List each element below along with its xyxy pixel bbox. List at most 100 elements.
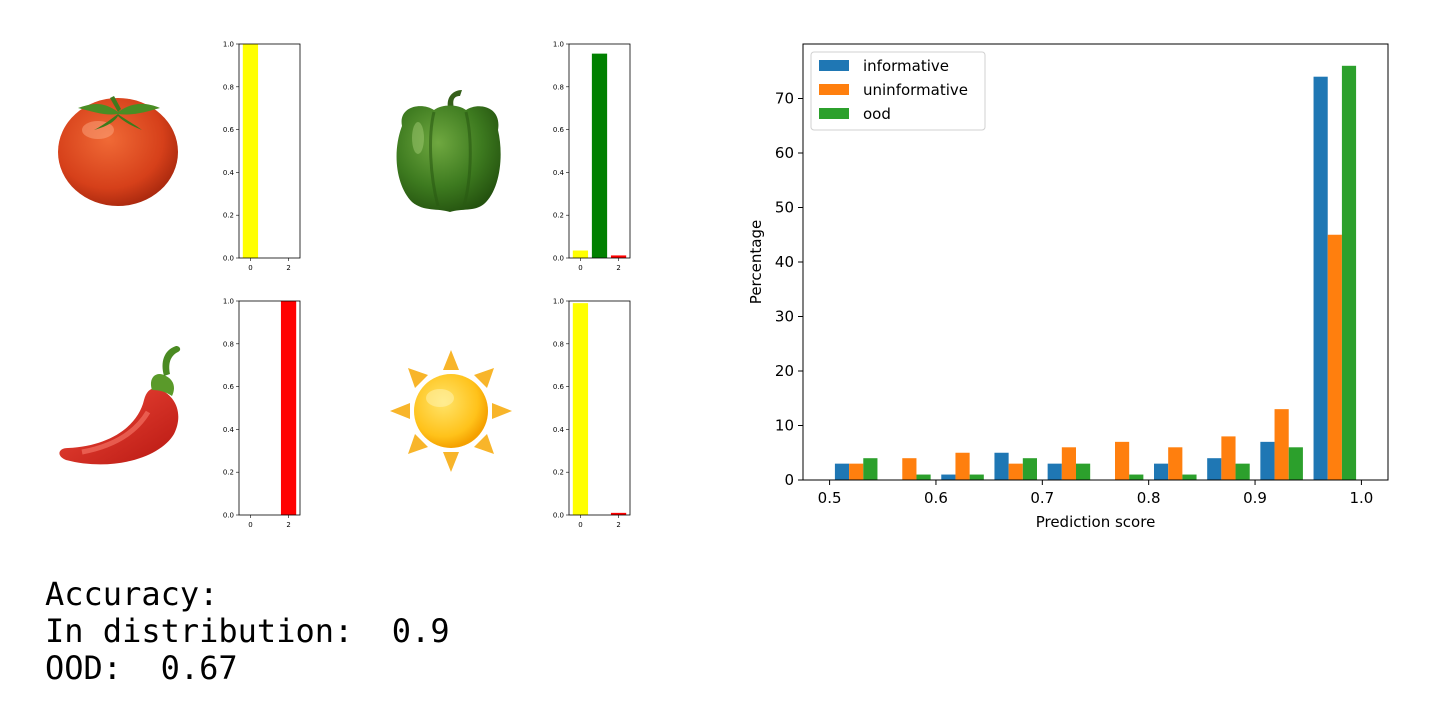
in-distribution-value: 0.9: [391, 612, 450, 650]
y-tick-label: 0.0: [553, 255, 564, 263]
bar-uninformative-bin-1: [902, 458, 917, 480]
bar-informative-bin-9: [1313, 76, 1328, 480]
y-tick-label: 1.0: [553, 41, 564, 49]
bar-class-2: [610, 512, 627, 515]
bar-ood-bin-1: [916, 474, 931, 480]
legend-swatch-ood: [819, 108, 849, 119]
y-tick-label: 20: [775, 362, 794, 380]
legend-box: [810, 51, 986, 131]
ood-label: OOD:: [45, 649, 123, 687]
bar-class-2: [280, 301, 297, 515]
y-tick-label: 0.4: [223, 169, 235, 177]
y-tick-label: 60: [775, 144, 794, 162]
bar-ood-bin-0: [863, 458, 878, 480]
x-tick-label: 0: [248, 521, 252, 529]
x-tick-label: 1.0: [1349, 489, 1373, 507]
plot-frame: [238, 43, 301, 259]
bar-informative-bin-7: [1207, 458, 1222, 480]
bar-class-2: [610, 255, 627, 258]
y-tick-label: 1.0: [223, 41, 234, 49]
y-tick-label: 0.2: [553, 469, 564, 477]
x-tick-label: 2: [616, 521, 620, 529]
bar-uninformative-bin-2: [955, 452, 970, 480]
y-tick-label: 40: [775, 253, 794, 271]
bar-ood-bin-7: [1235, 463, 1250, 480]
y-tick-label: 30: [775, 308, 794, 326]
legend-label-informative: informative: [863, 57, 949, 75]
bar-ood-bin-9: [1341, 65, 1357, 481]
y-axis-label: Percentage: [747, 220, 765, 304]
pepper-prediction-bar-chart: 0.0 0.2 0.4 0.6 0.8 1.0 0 2: [553, 41, 631, 272]
y-tick-label: 0.6: [553, 383, 565, 391]
bar-ood-bin-5: [1129, 474, 1144, 480]
bar-class-0: [242, 44, 259, 258]
y-tick-label: 0.6: [223, 383, 235, 391]
legend-label-ood: ood: [863, 105, 891, 123]
bar-informative-bin-3: [994, 452, 1009, 480]
y-tick-label: 0.0: [223, 255, 234, 263]
y-tick-label: 0.2: [223, 469, 234, 477]
plot-frame: [568, 43, 631, 259]
bar-ood-bin-6: [1182, 474, 1197, 480]
bar-uninformative-bin-8: [1274, 409, 1289, 480]
chili-prediction-bar-chart: 0.0 0.2 0.4 0.6 0.8 1.0 0 2: [223, 298, 301, 529]
y-tick-label: 0.2: [223, 212, 234, 220]
bar-ood-bin-8: [1288, 447, 1303, 480]
plot-frame: [568, 300, 631, 516]
legend-swatch-uninformative: [819, 84, 849, 95]
accuracy-summary: Accuracy: In distribution: 0.9 OOD: 0.67: [45, 576, 450, 687]
sun-icon: [390, 350, 512, 472]
bar-uninformative-bin-3: [1008, 463, 1023, 480]
bar-uninformative-bin-9: [1327, 234, 1342, 480]
y-tick-label: 0.8: [553, 83, 564, 91]
x-tick-label: 2: [286, 264, 290, 272]
bar-uninformative-bin-7: [1221, 436, 1236, 480]
bar-ood-bin-4: [1076, 463, 1091, 480]
legend: informative uninformative ood: [810, 51, 986, 131]
x-tick-label: 0.8: [1137, 489, 1161, 507]
accuracy-heading: Accuracy:: [45, 575, 219, 613]
bar-uninformative-bin-5: [1115, 441, 1130, 480]
bar-informative-bin-2: [941, 474, 956, 480]
sun-prediction-bar-chart: 0.0 0.2 0.4 0.6 0.8 1.0 0 2: [553, 298, 631, 529]
x-tick-label: 2: [286, 521, 290, 529]
legend-swatch-informative: [819, 60, 849, 71]
tomato-icon: [58, 96, 178, 206]
x-tick-label: 0: [578, 264, 582, 272]
bar-ood-bin-3: [1022, 458, 1037, 480]
bar-class-1: [591, 53, 608, 258]
x-axis-label: Prediction score: [1036, 513, 1156, 531]
in-distribution-label: In distribution:: [45, 612, 354, 650]
bar-ood-bin-2: [969, 474, 984, 480]
y-tick-label: 0.4: [553, 426, 565, 434]
y-tick-label: 0.6: [553, 126, 565, 134]
chili-pepper-icon: [59, 346, 181, 465]
bar-informative-bin-4: [1047, 463, 1062, 480]
y-tick-label: 0.4: [223, 426, 235, 434]
green-bell-pepper-icon: [396, 90, 501, 212]
y-tick-label: 0.8: [553, 340, 564, 348]
x-tick-label: 0.9: [1243, 489, 1267, 507]
bar-uninformative-bin-0: [849, 463, 864, 480]
bar-informative-bin-6: [1154, 463, 1169, 480]
y-tick-label: 0.6: [223, 126, 235, 134]
y-tick-label: 1.0: [553, 298, 564, 306]
y-tick-label: 0: [784, 471, 794, 489]
prediction-score-histogram: 0 10 20 30 40 50 60 70 0.5 0.6 0.7 0.8 0.9 1.0 Predict…: [747, 43, 1389, 531]
bar-informative-bin-0: [834, 463, 850, 480]
y-tick-label: 0.0: [223, 512, 234, 520]
bar-class-0: [572, 303, 589, 515]
x-tick-label: 0.7: [1030, 489, 1054, 507]
legend-label-uninformative: uninformative: [863, 81, 968, 99]
y-tick-label: 70: [775, 90, 794, 108]
x-tick-label: 0: [578, 521, 582, 529]
x-tick-label: 0.5: [818, 489, 842, 507]
bar-informative-bin-8: [1260, 441, 1275, 480]
ood-value: 0.67: [160, 649, 238, 687]
tomato-prediction-bar-chart: 0.0 0.2 0.4 0.6 0.8 1.0 0 2: [223, 41, 301, 272]
bar-uninformative-bin-6: [1168, 447, 1183, 480]
bar-class-0: [572, 250, 589, 258]
y-tick-label: 0.4: [553, 169, 565, 177]
y-tick-label: 0.8: [223, 83, 234, 91]
plot-frame: [238, 300, 301, 516]
